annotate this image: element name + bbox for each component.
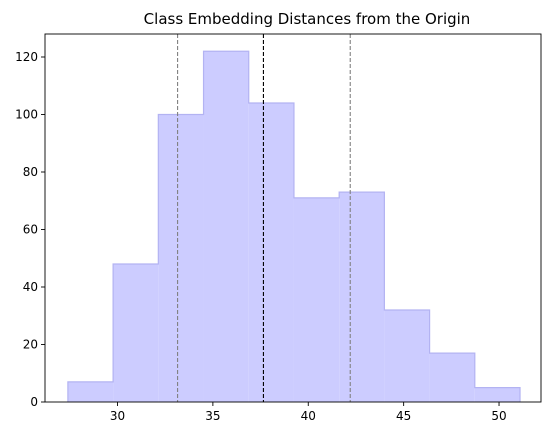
histogram-bar (474, 387, 521, 402)
histogram-bar (248, 103, 294, 402)
plot-frame (44, 33, 542, 403)
x-tick-label: 45 (396, 409, 411, 423)
histogram-outline (67, 50, 521, 402)
x-tick-label: 40 (301, 409, 316, 423)
histogram-bar (384, 310, 430, 402)
histogram-bar (113, 264, 159, 402)
y-tick-label: 100 (15, 108, 38, 122)
y-tick-label: 120 (15, 50, 38, 64)
vlines-layer (177, 34, 351, 402)
histogram-bar (293, 197, 340, 402)
y-tick-label: 20 (23, 338, 38, 352)
x-tick-label: 35 (205, 409, 220, 423)
histogram-bar (158, 114, 204, 402)
y-tick-label: 0 (30, 395, 38, 409)
y-tick-label: 80 (23, 165, 38, 179)
axes-layer: 30 35 40 45 50 0 20 40 60 80 100 120 (15, 33, 542, 423)
histogram-bar (203, 51, 249, 402)
bars-layer (67, 50, 521, 402)
y-tick-label: 60 (23, 223, 38, 237)
histogram-bar (429, 353, 475, 402)
histogram-bar (339, 192, 385, 402)
histogram-bar (67, 381, 114, 402)
x-tick-label: 30 (110, 409, 125, 423)
x-tick-label: 50 (491, 409, 506, 423)
y-tick-label: 40 (23, 280, 38, 294)
chart-title: Class Embedding Distances from the Origi… (144, 10, 471, 28)
